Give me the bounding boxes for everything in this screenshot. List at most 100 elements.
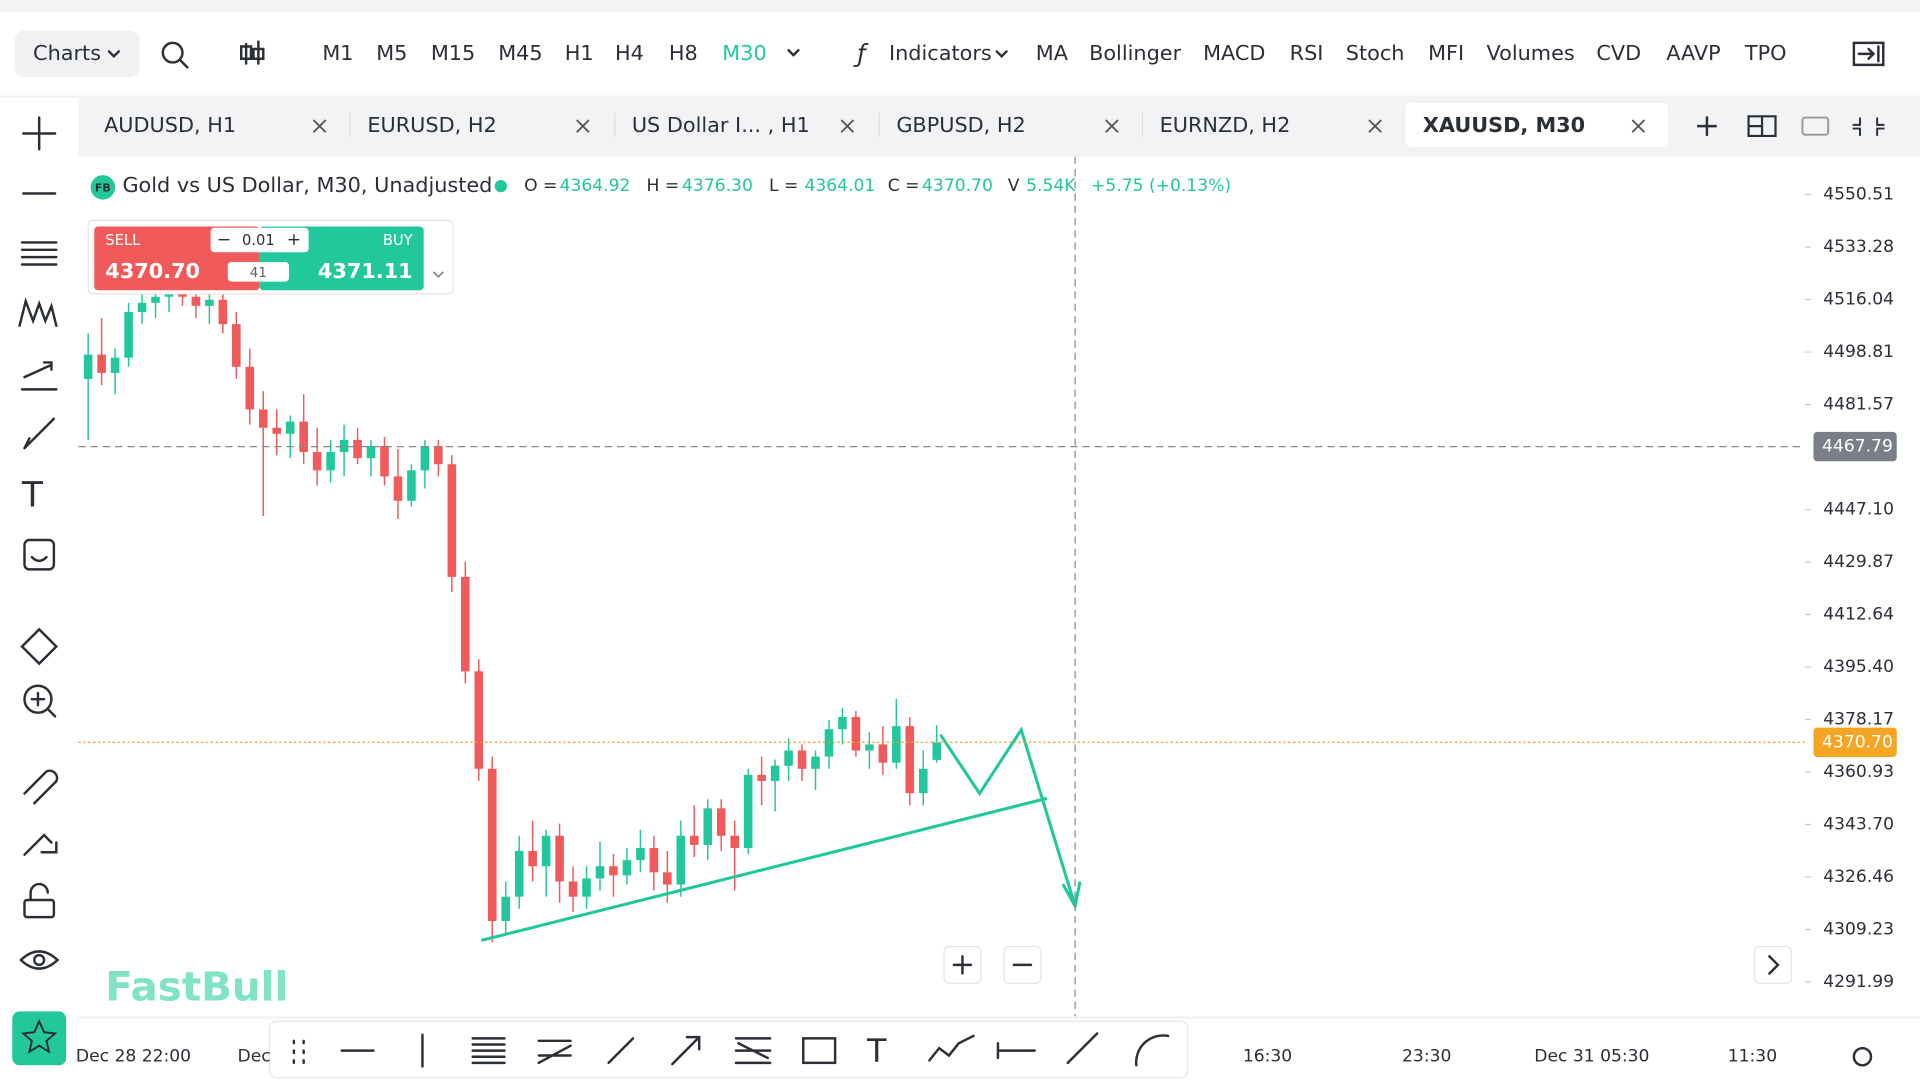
candle-body xyxy=(339,439,349,453)
layout-icon[interactable] xyxy=(1747,115,1777,138)
channel-tool[interactable] xyxy=(537,1039,572,1065)
tab-label[interactable]: EURUSD, H2 xyxy=(367,113,496,137)
tab-close[interactable] xyxy=(576,119,590,133)
indicator[interactable]: TPO xyxy=(1744,41,1787,65)
tab-label[interactable]: AUDUSD, H1 xyxy=(104,113,236,137)
search-icon[interactable] xyxy=(161,41,184,64)
candle-body xyxy=(97,354,106,373)
window-icon[interactable] xyxy=(1801,116,1830,136)
zoom-controls xyxy=(943,945,1793,984)
y-tick-label: 4447.10 xyxy=(1823,500,1894,520)
zoom-in xyxy=(952,955,973,975)
candle-body xyxy=(568,881,578,897)
candle-type-icon[interactable] xyxy=(240,40,265,65)
tab-close[interactable] xyxy=(312,119,327,133)
left-tools: T xyxy=(12,116,67,1066)
arrow-tool[interactable] xyxy=(671,1035,701,1066)
sell-label: SELL xyxy=(105,232,141,249)
pattern-tool[interactable] xyxy=(18,297,58,327)
left-toolbar xyxy=(0,97,79,1080)
emoji-tool[interactable] xyxy=(23,538,56,571)
timeframe[interactable]: M5 xyxy=(376,41,407,65)
candle-body xyxy=(541,835,551,867)
timeframe[interactable]: H8 xyxy=(669,41,698,65)
candle-body xyxy=(232,324,241,367)
charts-label[interactable]: Charts xyxy=(33,41,101,65)
fib-tool[interactable] xyxy=(20,241,58,266)
indicator[interactable]: RSI xyxy=(1290,41,1324,65)
indicator[interactable]: Bollinger xyxy=(1089,41,1182,65)
brush-tool[interactable] xyxy=(23,417,56,450)
indicator[interactable]: Volumes xyxy=(1487,41,1575,65)
projection-tool[interactable] xyxy=(20,361,58,391)
ray-tool[interactable] xyxy=(996,1042,1036,1060)
ruler-tool[interactable] xyxy=(20,627,59,666)
favorites-button[interactable] xyxy=(12,1011,67,1066)
lock-drawing-tool[interactable] xyxy=(23,833,58,856)
lot-minus[interactable]: − xyxy=(217,230,231,250)
timeframe[interactable]: H4 xyxy=(615,41,644,65)
zoom-tool[interactable] xyxy=(23,684,53,714)
candle-body xyxy=(326,452,335,471)
text-tool[interactable]: T xyxy=(866,1032,887,1070)
x-tick-label: 16:30 xyxy=(1243,1047,1292,1067)
magnet-tool[interactable] xyxy=(23,769,59,805)
indicator[interactable]: Stoch xyxy=(1346,41,1405,65)
collapse-icon[interactable] xyxy=(1852,41,1885,67)
lock-tool[interactable] xyxy=(23,898,56,919)
indicator[interactable]: MACD xyxy=(1203,41,1265,65)
text-tool[interactable]: T xyxy=(21,476,44,516)
y-tick-label: 4360.93 xyxy=(1823,762,1894,782)
tab-label[interactable]: GBPUSD, H2 xyxy=(896,113,1025,137)
candle-body xyxy=(690,835,699,845)
indicator[interactable]: MA xyxy=(1036,41,1069,65)
brush-tool[interactable] xyxy=(1066,1032,1099,1065)
crosshair-tool[interactable] xyxy=(22,116,57,151)
tab-close[interactable] xyxy=(1105,119,1119,133)
pitchfork-tool[interactable] xyxy=(734,1037,772,1065)
indicators-button[interactable]: Indicators xyxy=(889,41,992,65)
legend-value: 4376.30 xyxy=(682,176,753,196)
fib-tool[interactable] xyxy=(471,1037,506,1065)
legend-label: V xyxy=(1008,176,1020,196)
candle-body xyxy=(312,452,322,471)
lot-size: 0.01 xyxy=(242,232,275,249)
timeframe[interactable]: H1 xyxy=(565,41,594,65)
candle-body xyxy=(447,464,457,577)
settings-icon[interactable] xyxy=(1852,1046,1873,1067)
candle-body xyxy=(407,470,416,501)
search-icon xyxy=(178,58,189,69)
charts-button[interactable] xyxy=(14,30,140,78)
timeframe[interactable]: M30 xyxy=(722,41,766,65)
candle-body xyxy=(514,850,524,897)
candle-body xyxy=(299,421,308,453)
visibility-tool[interactable] xyxy=(19,950,60,970)
new-tab[interactable] xyxy=(1697,116,1717,136)
y-tick-label: 4412.64 xyxy=(1823,605,1894,625)
indicator[interactable]: MFI xyxy=(1428,41,1464,65)
indicator[interactable]: CVD xyxy=(1596,41,1641,65)
tab-close[interactable] xyxy=(1631,119,1646,133)
fullscreen-icon[interactable] xyxy=(1852,117,1885,136)
candle-body xyxy=(703,808,713,845)
drawing-toolbar: T xyxy=(268,1020,1189,1079)
timeframe[interactable]: M1 xyxy=(322,41,353,65)
indicator[interactable]: AAVP xyxy=(1666,41,1720,65)
y-tick-label: 4481.57 xyxy=(1823,395,1894,415)
tab-close[interactable] xyxy=(840,119,855,133)
arc-tool[interactable] xyxy=(1134,1034,1170,1067)
zoom-tool xyxy=(30,691,57,718)
tab-close[interactable] xyxy=(1368,119,1382,133)
tab-label[interactable]: EURNZD, H2 xyxy=(1160,113,1291,137)
trend-tool[interactable] xyxy=(607,1037,635,1065)
tab-label[interactable]: XAUUSD, M30 xyxy=(1423,113,1585,137)
tab-label[interactable]: US Dollar I... , H1 xyxy=(632,113,810,137)
rect-tool[interactable] xyxy=(802,1037,837,1065)
lot-plus[interactable]: + xyxy=(287,230,301,250)
timeframe[interactable]: M15 xyxy=(431,41,475,65)
scroll-right[interactable] xyxy=(1754,945,1793,984)
path-tool[interactable] xyxy=(928,1034,975,1062)
candle-body xyxy=(461,576,470,672)
timeframe[interactable]: M45 xyxy=(498,41,542,65)
